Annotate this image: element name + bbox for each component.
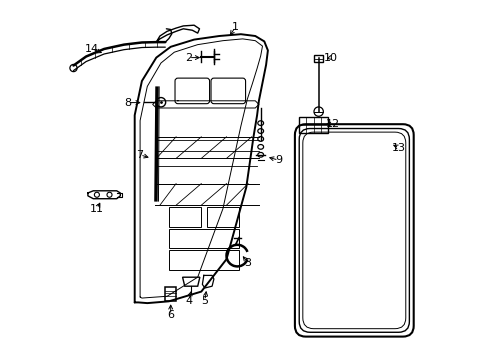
Text: 8: 8 xyxy=(123,98,131,108)
Text: 11: 11 xyxy=(90,204,103,214)
Text: 6: 6 xyxy=(167,310,174,320)
Text: 1: 1 xyxy=(231,22,239,32)
Bar xyxy=(299,117,327,133)
Text: 12: 12 xyxy=(325,119,339,129)
Text: 3: 3 xyxy=(244,258,251,268)
Bar xyxy=(168,250,239,270)
Text: 9: 9 xyxy=(275,155,282,165)
Bar xyxy=(168,229,239,248)
Bar xyxy=(313,55,323,62)
Text: 13: 13 xyxy=(391,143,406,153)
Bar xyxy=(206,207,239,227)
Bar xyxy=(164,287,176,301)
Text: 4: 4 xyxy=(185,296,192,306)
Text: 10: 10 xyxy=(323,53,337,63)
Text: 14: 14 xyxy=(84,44,99,54)
Bar xyxy=(168,207,201,227)
Text: 7: 7 xyxy=(136,150,143,160)
Text: 2: 2 xyxy=(185,53,192,63)
Text: 5: 5 xyxy=(201,296,208,306)
